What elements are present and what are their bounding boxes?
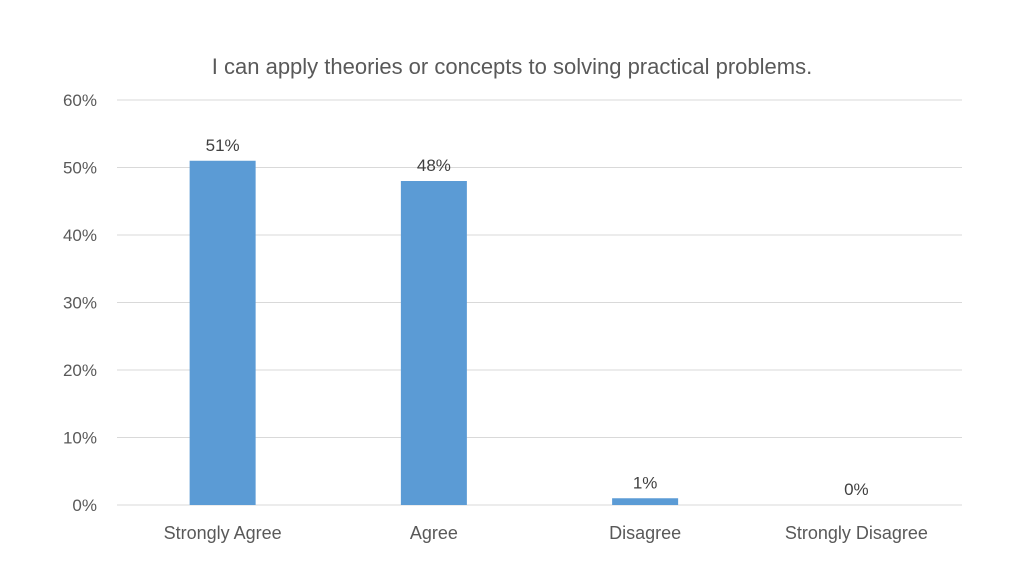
data-label-disagree: 1% [633, 473, 658, 492]
data-labels: 51% 48% 1% 0% [206, 136, 869, 499]
bar-strongly-agree [189, 160, 256, 505]
y-tick-label-30: 30% [63, 294, 97, 313]
y-tick-label-20: 20% [63, 361, 97, 380]
y-tick-label-10: 10% [63, 429, 97, 448]
x-axis-category-labels: Strongly Agree Agree Disagree Strongly Disa… [164, 523, 928, 543]
category-label-strongly-disagree: Strongly Disagree [785, 523, 928, 543]
category-label-strongly-agree: Strongly Agree [164, 523, 282, 543]
chart-title: I can apply theories or concepts to solv… [212, 54, 812, 79]
bars [189, 160, 679, 505]
bar-agree [400, 181, 467, 505]
y-axis-tick-labels: 0% 10% 20% 30% 40% 50% 60% [63, 91, 97, 515]
y-tick-label-60: 60% [63, 91, 97, 110]
y-tick-label-0: 0% [72, 496, 97, 515]
category-label-disagree: Disagree [609, 523, 681, 543]
data-label-strongly-disagree: 0% [844, 480, 869, 499]
y-tick-label-40: 40% [63, 226, 97, 245]
y-tick-label-50: 50% [63, 159, 97, 178]
gridlines [117, 99, 962, 506]
data-label-agree: 48% [417, 156, 451, 175]
data-label-strongly-agree: 51% [206, 136, 240, 155]
bar-disagree [612, 498, 679, 505]
category-label-agree: Agree [410, 523, 458, 543]
